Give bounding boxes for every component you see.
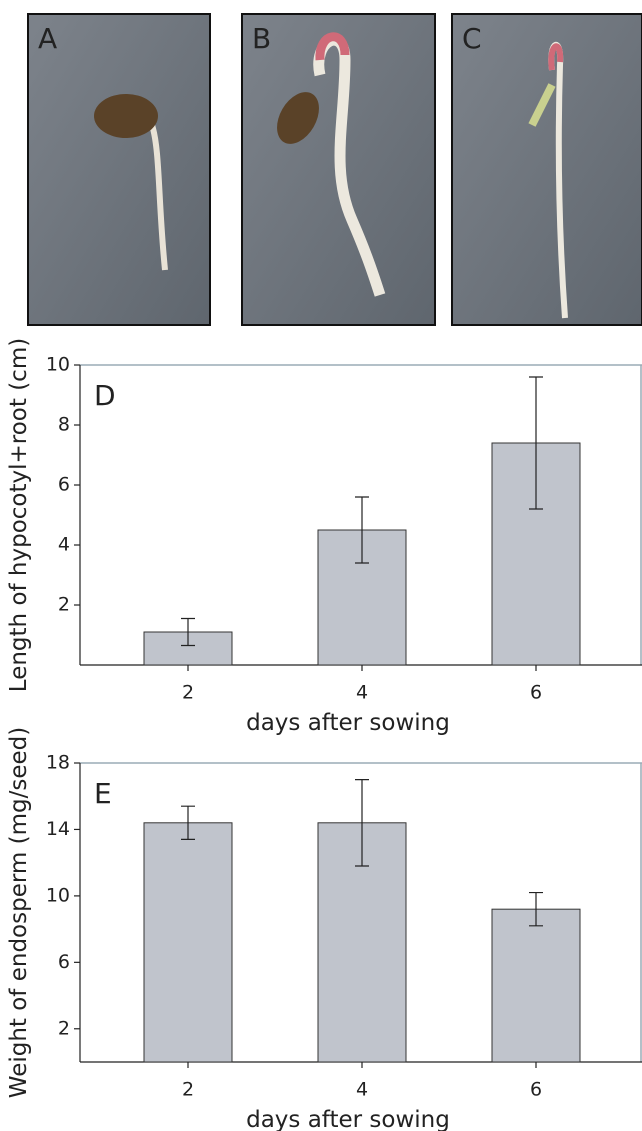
bar [492, 909, 580, 1062]
y-tick-label: 4 [58, 534, 70, 556]
y-tick-label: 8 [58, 414, 70, 436]
y-tick-label: 6 [58, 951, 70, 973]
panel-label: D [94, 379, 116, 412]
y-tick-label: 2 [58, 594, 70, 616]
y-tick-label: 14 [46, 818, 70, 840]
x-tick-label: 6 [530, 1079, 542, 1101]
x-axis-label: days after sowing [246, 710, 450, 736]
y-axis-label: Length of hypocotyl+root (cm) [6, 338, 32, 692]
photo-b: B [242, 14, 435, 325]
x-tick-label: 4 [356, 682, 368, 704]
bar [144, 823, 232, 1062]
y-tick-label: 18 [46, 752, 70, 774]
x-tick-label: 2 [182, 1079, 194, 1101]
photo-label: B [252, 22, 271, 55]
x-tick-label: 4 [356, 1079, 368, 1101]
page: {"photos": {"labels": ["A", "B", "C"]}, … [0, 0, 642, 1131]
y-tick-label: 10 [46, 354, 70, 376]
y-tick-label: 2 [58, 1017, 70, 1039]
photo-c: C [452, 14, 642, 325]
photo-label: A [38, 22, 57, 55]
photo-label: C [462, 22, 482, 55]
x-tick-label: 2 [182, 682, 194, 704]
y-tick-label: 10 [46, 884, 70, 906]
y-tick-label: 6 [58, 474, 70, 496]
x-tick-label: 6 [530, 682, 542, 704]
y-axis-label: Weight of endosperm (mg/seed) [6, 727, 32, 1098]
panel-label: E [94, 777, 112, 810]
x-axis-label: days after sowing [246, 1107, 450, 1131]
photo-a: A [28, 14, 210, 325]
figure: A B C 2 4 6 8 10 2 4 6 Ddays after sowing Length … [0, 0, 642, 1131]
